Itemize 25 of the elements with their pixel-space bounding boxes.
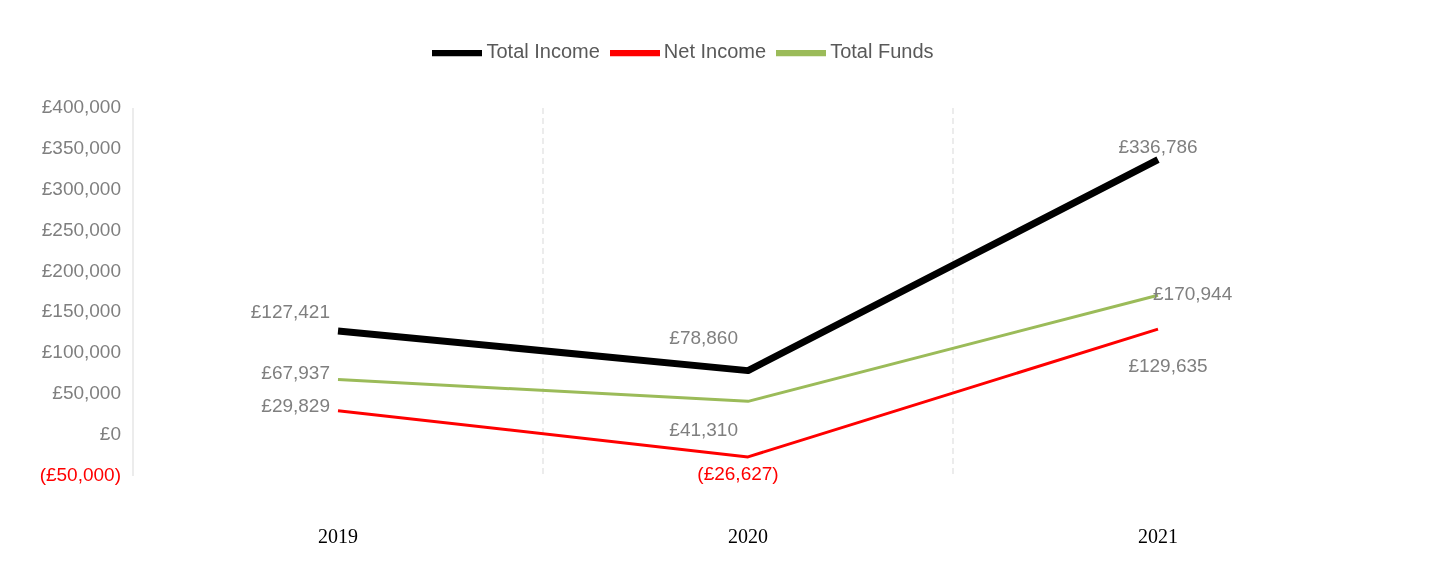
y-tick-label: £50,000 bbox=[52, 382, 121, 404]
x-tick-label: 2021 bbox=[1138, 525, 1178, 548]
data-label: £29,829 bbox=[261, 394, 330, 416]
data-label: £41,310 bbox=[669, 419, 738, 441]
data-label: (£26,627) bbox=[697, 462, 779, 484]
x-tick-label: 2019 bbox=[318, 525, 358, 548]
legend-label: Net Income bbox=[663, 40, 767, 63]
data-label: £336,786 bbox=[1118, 135, 1198, 157]
y-tick-label: £100,000 bbox=[41, 341, 121, 363]
y-tick-label: £250,000 bbox=[41, 218, 121, 240]
x-tick-label: 2020 bbox=[728, 525, 768, 548]
y-tick-label: £0 bbox=[99, 423, 121, 445]
data-label: £78,860 bbox=[669, 326, 738, 348]
y-tick-label: £150,000 bbox=[41, 300, 121, 322]
legend-label: Total Funds bbox=[830, 40, 934, 63]
y-tick-label: £400,000 bbox=[41, 96, 121, 118]
data-label: £127,421 bbox=[250, 300, 330, 322]
data-label: £67,937 bbox=[261, 361, 330, 383]
data-label: £129,635 bbox=[1128, 355, 1208, 377]
data-label: £170,944 bbox=[1153, 283, 1233, 305]
legend-label: Total Income bbox=[486, 40, 600, 63]
y-tick-label: £200,000 bbox=[41, 259, 121, 281]
y-tick-label: £350,000 bbox=[41, 136, 121, 158]
y-tick-label: (£50,000) bbox=[39, 464, 121, 486]
y-tick-label: £300,000 bbox=[41, 177, 121, 199]
